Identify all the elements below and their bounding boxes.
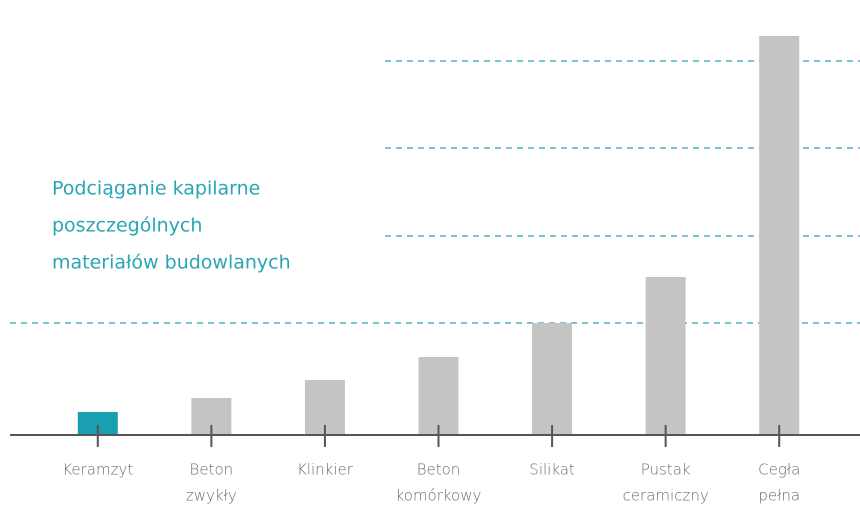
x-tick-label: Pustak — [641, 461, 691, 479]
x-tick-label: Beton — [417, 461, 461, 479]
bar — [759, 36, 800, 435]
bar — [645, 277, 686, 435]
chart-title: Podciąganie kapilarne — [52, 178, 260, 200]
x-tick-label: Beton — [190, 461, 234, 479]
bar — [77, 412, 118, 435]
x-tick-label: Keramzyt — [62, 461, 133, 479]
x-tick-label: komórkowy — [396, 487, 482, 505]
x-tick-label: pełna — [758, 487, 800, 505]
x-tick-label: Cegła — [758, 461, 800, 479]
chart-title: materiałów budowlanych — [52, 252, 291, 274]
x-tick-label: zwykły — [186, 487, 237, 505]
x-tick-label: Klinkier — [297, 461, 354, 479]
chart-title: poszczególnych — [52, 215, 202, 237]
x-tick-label: Silikat — [529, 461, 575, 479]
x-tick-label: ceramiczny — [623, 487, 709, 505]
bar — [418, 357, 459, 435]
bar — [532, 323, 573, 435]
